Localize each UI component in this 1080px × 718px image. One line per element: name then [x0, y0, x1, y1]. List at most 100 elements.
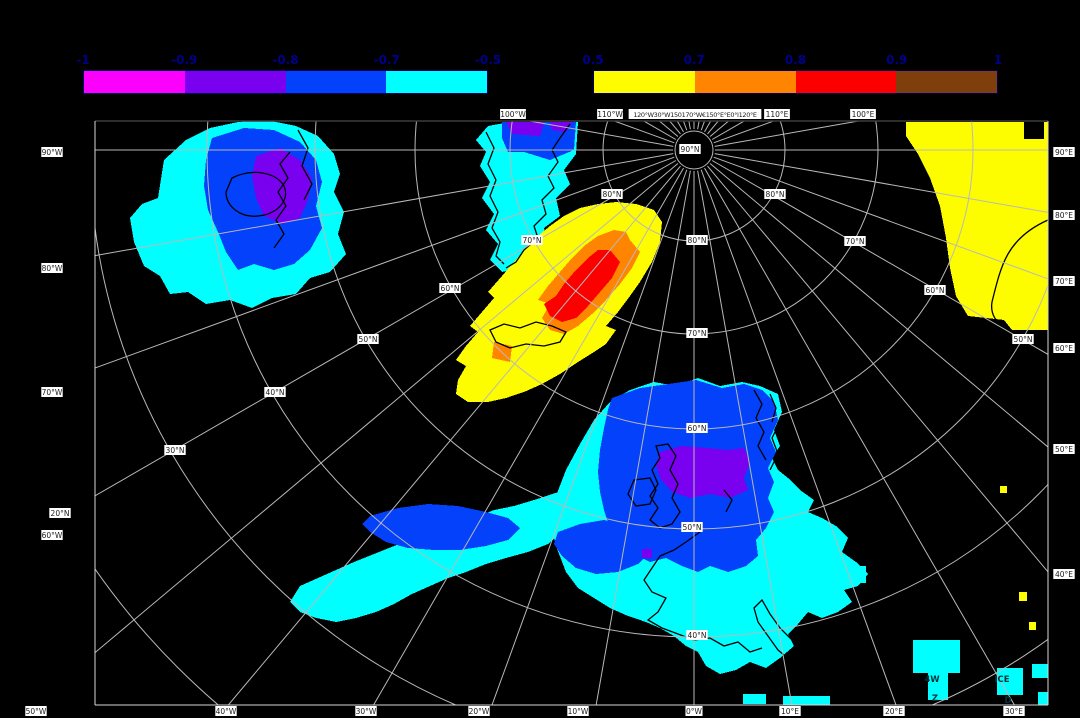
latitude-label: 50°N — [681, 522, 703, 532]
colorbar-tick-label: 0.9 — [886, 53, 908, 67]
label-background — [764, 109, 790, 119]
right-longitude-label-text: 40°E — [1055, 570, 1073, 579]
region-europe-violet-dot — [642, 549, 652, 558]
label-background — [1053, 343, 1075, 353]
latitude-label: 50°N — [357, 334, 379, 344]
bottom-longitude-label: 10°E — [779, 706, 801, 716]
latitude-label-text: 70°N — [688, 329, 707, 338]
region-corner-patch-b — [1038, 692, 1048, 705]
right-longitude-label: 90°E — [1053, 147, 1075, 157]
label-background — [521, 235, 543, 245]
bottom-longitude-label: 30°E — [1003, 706, 1025, 716]
coastline-canada-coast — [225, 129, 313, 249]
region-balkan-patch-a — [850, 566, 866, 583]
top-longitude-label-text: 100°W — [500, 110, 526, 119]
label-background — [439, 283, 461, 293]
basemap-text-fragment: D — [1004, 696, 1011, 706]
region-yellow-speck-b — [1019, 592, 1027, 601]
meridian-line — [707, 165, 1048, 573]
label-background — [41, 263, 63, 273]
left-longitude-label-text: 60°W — [42, 531, 63, 540]
region-greenland-cyan — [476, 122, 578, 272]
right-longitude-label-text: 60°E — [1055, 344, 1073, 353]
label-background — [25, 706, 47, 716]
label-background — [844, 236, 866, 246]
meridian-line — [491, 169, 688, 705]
latitude-label: 20°N — [49, 508, 71, 518]
colorbar-tick-label: -0.7 — [373, 53, 400, 67]
bottom-longitude-label: 20°E — [883, 706, 905, 716]
meridian-line — [676, 121, 684, 133]
meridian-line — [704, 167, 1016, 705]
meridian-line — [95, 163, 679, 654]
label-background — [500, 109, 526, 119]
meridian-line — [95, 156, 675, 369]
colorbar-tick-label: 0.7 — [683, 53, 705, 67]
label-background — [1003, 706, 1025, 716]
left-longitude-label-text: 70°W — [42, 388, 63, 397]
label-background — [779, 706, 801, 716]
colorbar-segment — [594, 71, 695, 93]
latitude-label: 60°N — [439, 283, 461, 293]
region-sicily-patch — [743, 694, 766, 704]
parallel-circle — [95, 223, 1048, 705]
colorbar-segment — [184, 71, 286, 93]
bottom-longitude-label-text: 10°E — [781, 707, 799, 716]
top-longitude-label: 100°E — [850, 109, 876, 119]
top-longitude-label-text: 100°E — [852, 110, 875, 119]
coastline-iceland-coast — [489, 321, 567, 349]
latitude-label-text: 30°N — [166, 446, 185, 455]
colorbar-negative-scale — [83, 70, 488, 94]
bottom-longitude-label: 10°W — [567, 706, 589, 716]
label-background — [49, 508, 71, 518]
latitude-label-text: 60°N — [688, 424, 707, 433]
label-background — [357, 334, 379, 344]
region-corner-patch-a — [1032, 664, 1048, 678]
left-longitude-label: 80°W — [41, 263, 63, 273]
bottom-longitude-label-text: 40°W — [216, 707, 237, 716]
label-background — [355, 706, 377, 716]
map-frame — [94, 120, 1049, 706]
bottom-longitude-label: 30°W — [355, 706, 377, 716]
meridian-line — [669, 121, 681, 135]
label-background — [686, 423, 708, 433]
left-longitude-label: 70°W — [41, 387, 63, 397]
region-yellow-speck-c — [1029, 622, 1036, 630]
label-background — [1053, 210, 1075, 220]
label-background — [681, 522, 703, 532]
colorbar-segment — [795, 71, 897, 93]
bottom-longitude-label: 20°W — [468, 706, 490, 716]
region-iceland-sea-red — [544, 250, 620, 322]
bottom-longitude-label: 50°W — [25, 706, 47, 716]
right-longitude-label-text: 80°E — [1055, 211, 1073, 220]
right-longitude-label-text: 70°E — [1055, 277, 1073, 286]
latitude-label-text: 20°N — [51, 509, 70, 518]
label-background — [601, 189, 623, 199]
latitude-label-text: 50°N — [1014, 335, 1033, 344]
latitude-label-text: 50°N — [359, 335, 378, 344]
label-background — [686, 630, 708, 640]
latitude-label: 70°N — [686, 328, 708, 338]
coastline-baltic-coast — [723, 421, 781, 513]
latitude-label-text: 80°N — [766, 190, 785, 199]
label-background — [764, 189, 786, 199]
label-background — [628, 109, 762, 119]
label-background — [924, 285, 946, 295]
label-background — [468, 706, 490, 716]
meridian-line — [714, 153, 1048, 213]
bottom-longitude-label: 40°W — [215, 706, 237, 716]
latitude-label: 30°N — [164, 445, 186, 455]
colorbar-tick-label: -1 — [76, 53, 90, 67]
label-background — [883, 706, 905, 716]
label-background — [597, 109, 623, 119]
latitude-label: 80°N — [764, 189, 786, 199]
colorbar-tick-label: 1 — [993, 53, 1003, 67]
label-background — [567, 706, 589, 716]
bottom-longitude-label-text: 20°W — [469, 707, 490, 716]
bottom-longitude-label-text: 10°W — [568, 707, 589, 716]
latitude-label-text: 70°N — [846, 237, 865, 246]
colorbar-segment — [694, 71, 796, 93]
latitude-label-text: 40°N — [688, 631, 707, 640]
label-background — [1012, 334, 1034, 344]
